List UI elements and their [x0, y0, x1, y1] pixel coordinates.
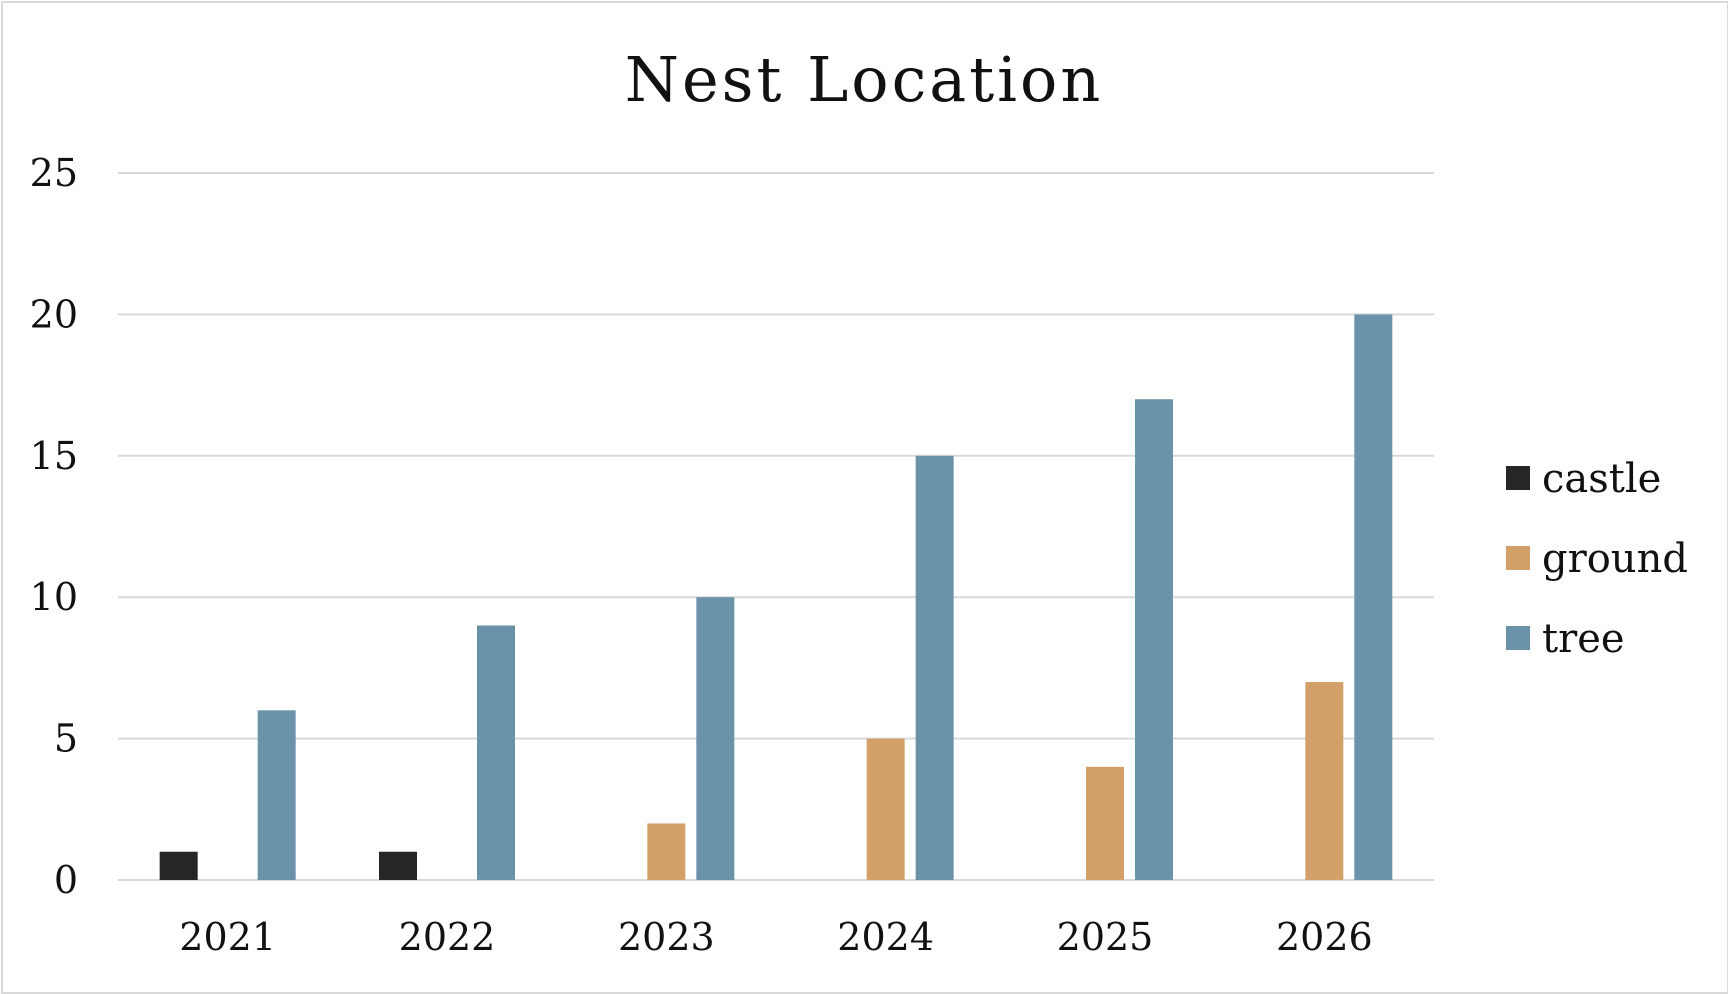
bar-ground-2024 — [866, 738, 905, 880]
x-tick-label: 2022 — [399, 915, 496, 959]
x-tick-label: 2026 — [1276, 915, 1373, 959]
legend-item-castle[interactable]: castle — [1506, 456, 1661, 502]
bars — [159, 314, 1393, 880]
legend-item-ground[interactable]: ground — [1506, 536, 1688, 582]
y-axis-ticks: 0 5 10 15 20 25 — [30, 151, 78, 902]
x-tick-label: 2024 — [837, 915, 934, 959]
legend-label: ground — [1542, 536, 1688, 582]
y-tick-label: 25 — [30, 151, 78, 195]
x-tick-label: 2021 — [179, 915, 276, 959]
x-axis-ticks: 2021 2022 2023 2024 2025 2026 — [179, 915, 1372, 959]
bar-ground-2023 — [647, 823, 686, 880]
bar-tree-2023 — [696, 597, 735, 880]
bar-castle-2021 — [159, 851, 198, 880]
legend-label: tree — [1542, 616, 1625, 662]
gridlines — [118, 172, 1434, 881]
legend-swatch — [1506, 546, 1530, 570]
bar-tree-2026 — [1354, 314, 1393, 880]
bar-tree-2021 — [257, 710, 296, 880]
x-tick-label: 2023 — [618, 915, 715, 959]
y-tick-label: 15 — [30, 434, 78, 478]
bar-tree-2022 — [477, 625, 515, 880]
bar-tree-2024 — [915, 455, 954, 880]
chart-title: Nest Location — [625, 43, 1104, 116]
bar-ground-2025 — [1086, 766, 1124, 880]
legend[interactable]: castle ground tree — [1506, 456, 1688, 662]
bar-tree-2025 — [1135, 399, 1173, 880]
x-tick-label: 2025 — [1057, 915, 1154, 959]
y-tick-label: 20 — [30, 292, 78, 336]
bar-ground-2026 — [1305, 682, 1344, 880]
y-tick-label: 5 — [54, 717, 78, 761]
legend-swatch — [1506, 626, 1530, 650]
legend-swatch — [1506, 466, 1530, 490]
y-tick-label: 0 — [54, 858, 78, 902]
bar-castle-2022 — [379, 851, 417, 880]
y-tick-label: 10 — [30, 575, 78, 619]
legend-item-tree[interactable]: tree — [1506, 616, 1625, 662]
legend-label: castle — [1542, 456, 1661, 502]
